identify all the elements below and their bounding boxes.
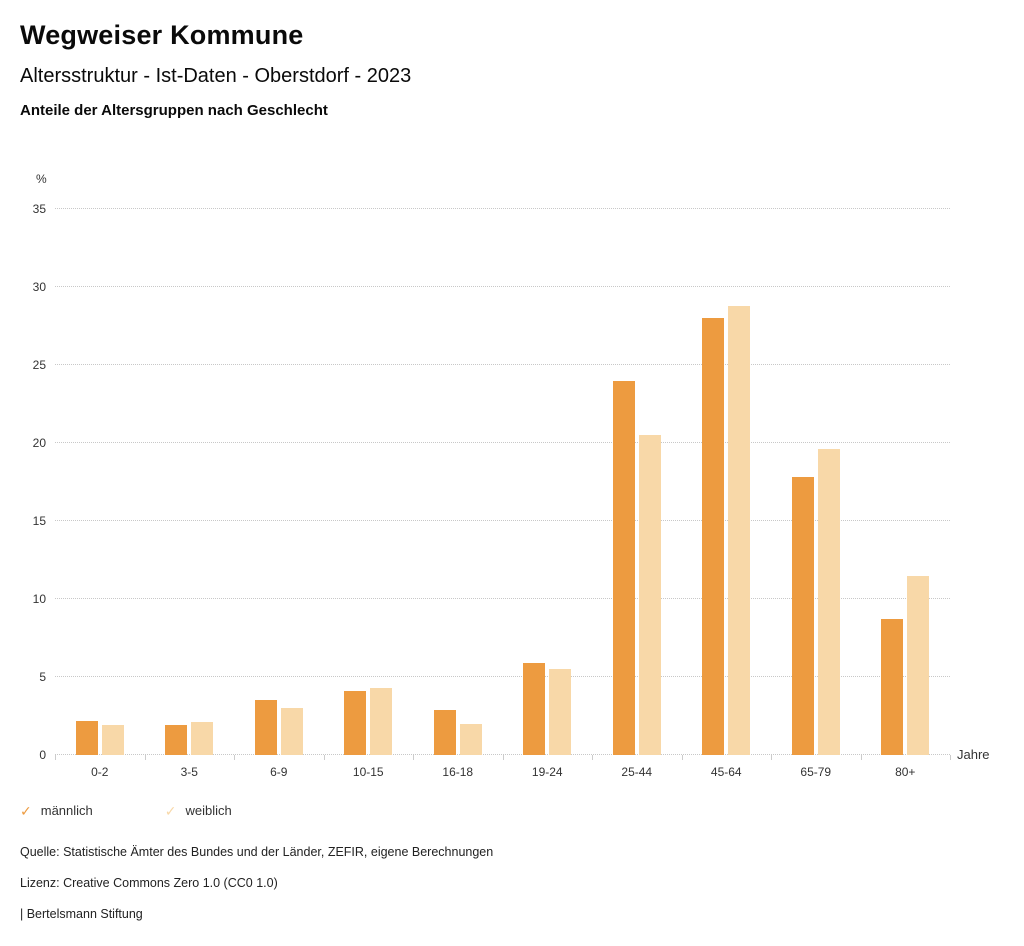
bar-group-0-2: 0-2 — [55, 209, 145, 779]
y-tick-label: 5 — [39, 670, 46, 684]
page-title: Wegweiser Kommune — [20, 20, 304, 50]
bar-männlich-65-79 — [791, 477, 814, 755]
bar-männlich-16-18 — [433, 709, 456, 755]
bar-weiblich-65-79 — [817, 449, 840, 755]
x-tick-label: 65-79 — [800, 765, 832, 779]
bar-männlich-45-64 — [702, 318, 725, 755]
x-axis-tick — [771, 755, 772, 760]
x-tick-label: 3-5 — [180, 765, 198, 779]
x-tick-label: 16-18 — [442, 765, 474, 779]
legend: ✓ männlich ✓ weiblich — [20, 803, 232, 818]
gridline — [55, 676, 950, 677]
x-tick-label: 19-24 — [531, 765, 563, 779]
x-axis-tick — [681, 755, 683, 760]
x-tick-label: 45-64 — [710, 765, 742, 779]
legend-item-männlich[interactable]: ✓ männlich — [20, 803, 93, 818]
header: Wegweiser Kommune Altersstruktur - Ist-D… — [20, 20, 411, 119]
bar-group-65-79: 65-79 — [771, 209, 861, 779]
x-axis-tick — [55, 755, 56, 760]
bar-männlich-19-24 — [523, 662, 546, 755]
bar-männlich-0-2 — [75, 720, 98, 755]
bar-weiblich-16-18 — [459, 723, 482, 755]
gridline — [55, 364, 950, 365]
x-axis-tick — [413, 755, 414, 760]
chart-subtitle: Altersstruktur - Ist-Daten - Oberstdorf … — [20, 65, 412, 87]
legend-item-weiblich[interactable]: ✓ weiblich — [165, 803, 232, 818]
brand-note: | Bertelsmann Stiftung — [20, 907, 143, 921]
y-axis-labels: 0 5 10 15 20 25 30 35 — [18, 203, 46, 761]
bar-group-25-44: 25-44 — [592, 209, 682, 779]
bar-group-10-15: 10-15 — [324, 209, 414, 779]
bar-weiblich-3-5 — [191, 722, 214, 755]
x-axis-unit-label: Jahre — [957, 747, 990, 762]
license-note: Lizenz: Creative Commons Zero 1.0 (CC0 1… — [20, 876, 278, 890]
gridline — [55, 754, 950, 755]
y-tick-label: 20 — [32, 436, 46, 450]
x-tick-label: 0-2 — [91, 765, 109, 779]
plot-area: 0-2 3-5 6-9 10-15 16-18 19-24 25-44 45-64 65-79 8… — [55, 208, 951, 779]
chart-heading: Anteile der Altersgruppen nach Geschlech… — [20, 102, 328, 119]
bar-group-6-9: 6-9 — [234, 209, 324, 779]
y-axis-unit-label: % — [36, 172, 47, 186]
source-note: Quelle: Statistische Ämter des Bundes un… — [20, 845, 494, 859]
bar-männlich-25-44 — [612, 380, 635, 755]
bar-weiblich-6-9 — [280, 708, 303, 755]
bar-weiblich-10-15 — [370, 687, 393, 755]
y-tick-label: 0 — [39, 748, 46, 762]
x-tick-label: 25-44 — [621, 765, 653, 779]
gridline — [55, 520, 950, 521]
x-axis-tick — [144, 755, 146, 760]
x-tick-label: 80+ — [895, 765, 916, 779]
x-axis-tick — [950, 755, 951, 760]
gridline — [55, 208, 950, 209]
gridline — [55, 286, 950, 287]
check-icon: ✓ — [164, 802, 177, 819]
bar-männlich-6-9 — [254, 700, 277, 755]
bar-männlich-10-15 — [344, 691, 367, 755]
y-tick-label: 10 — [32, 592, 46, 606]
bar-weiblich-80+ — [907, 575, 930, 755]
x-axis-tick — [323, 755, 325, 760]
y-tick-label: 25 — [32, 358, 46, 372]
y-tick-label: 35 — [32, 202, 46, 216]
y-tick-label: 15 — [32, 514, 46, 528]
x-axis-tick — [502, 755, 504, 760]
bar-group-19-24: 19-24 — [503, 209, 593, 779]
bar-group-80+: 80+ — [861, 209, 951, 779]
x-tick-label: 6-9 — [270, 765, 288, 779]
bar-group-16-18: 16-18 — [413, 209, 503, 779]
x-axis-tick — [860, 755, 862, 760]
x-axis-tick — [592, 755, 593, 760]
y-tick-label: 30 — [32, 280, 46, 294]
bar-männlich-80+ — [881, 619, 904, 755]
x-axis-tick — [234, 755, 235, 760]
bar-weiblich-45-64 — [728, 305, 751, 755]
bar-weiblich-25-44 — [638, 435, 661, 755]
legend-label: weiblich — [185, 803, 232, 818]
gridline — [55, 598, 950, 599]
bar-männlich-3-5 — [165, 725, 188, 755]
check-icon: ✓ — [20, 802, 32, 819]
bar-group-45-64: 45-64 — [682, 209, 772, 779]
gridline — [55, 442, 950, 443]
bar-groups: 0-2 3-5 6-9 10-15 16-18 19-24 25-44 45-64 65-79 8… — [55, 209, 951, 779]
x-tick-label: 10-15 — [352, 765, 384, 779]
bar-weiblich-19-24 — [549, 669, 572, 755]
bar-group-3-5: 3-5 — [145, 209, 235, 779]
bar-weiblich-0-2 — [101, 725, 124, 755]
legend-label: männlich — [40, 803, 93, 818]
